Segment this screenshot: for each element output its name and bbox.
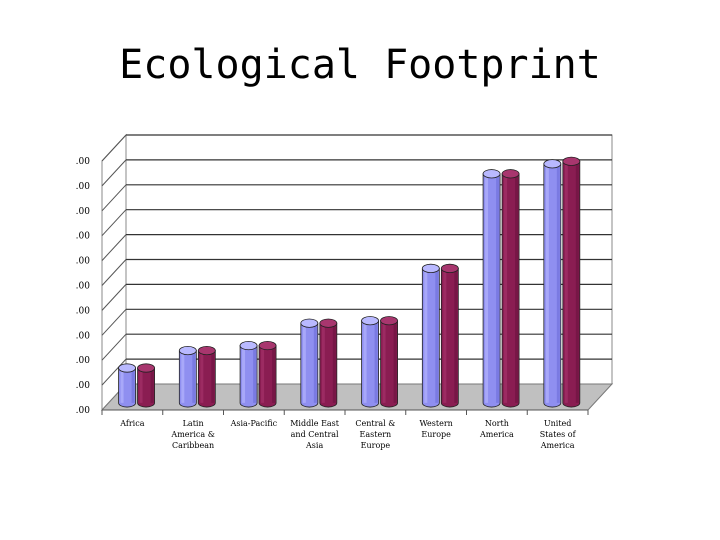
bar-cylinder-top	[258, 340, 277, 351]
bar-cylinder-top	[118, 363, 136, 373]
y-tick-label: .00	[76, 207, 91, 217]
gridline-side	[101, 209, 127, 237]
gridline-side	[101, 358, 127, 386]
x-tick-label: Caribbean	[172, 441, 214, 450]
y-tick-label: .00	[76, 282, 91, 292]
y-tick-label: .00	[76, 331, 91, 341]
bar-shadow	[435, 268, 439, 403]
bar-highlight	[545, 163, 549, 403]
x-tick-label: and Central	[291, 430, 339, 439]
bar-cylinder-top	[440, 263, 459, 273]
bar-cylinder-top	[239, 340, 258, 351]
bar-shadow	[131, 367, 135, 403]
bar-highlight	[485, 173, 489, 403]
bar-highlight	[242, 345, 246, 403]
y-tick-label: .00	[76, 157, 91, 167]
y-tick-label: .00	[76, 406, 91, 416]
bar-shadow	[515, 173, 519, 403]
bar-highlight	[261, 345, 265, 403]
x-tick-label: America	[479, 430, 514, 439]
bar-highlight	[139, 367, 143, 403]
x-tick-label: Asia-Pacific	[230, 419, 278, 428]
bar-highlight	[363, 320, 367, 403]
bar-cylinder-top	[421, 263, 440, 273]
bar-highlight	[564, 161, 568, 403]
bar-cylinder-top	[482, 169, 501, 179]
gridline-side	[101, 134, 127, 162]
x-tick-label: Latin	[183, 419, 204, 428]
gridline-side	[101, 284, 127, 311]
bar-cylinder-top	[501, 169, 520, 179]
y-tick-label: .00	[76, 356, 91, 366]
gridline-side	[101, 234, 127, 261]
bar-cylinder-top	[300, 318, 319, 328]
x-tick-label: Western	[419, 419, 452, 428]
y-tick-label: .00	[76, 306, 91, 316]
bar-cylinder-top	[137, 363, 155, 373]
bar-cylinder-top	[361, 316, 379, 326]
x-tick-label: Central &	[355, 419, 395, 428]
x-tick-label: America	[540, 441, 575, 450]
bar-cylinder-top	[562, 156, 581, 166]
gridline-side	[101, 184, 127, 212]
y-tick-label: .00	[76, 182, 91, 192]
gridline-side	[101, 159, 127, 187]
y-tick-label: .00	[76, 257, 91, 267]
x-tick-label: Europe	[421, 430, 451, 439]
x-tick-label: North	[485, 419, 509, 428]
bar-highlight	[200, 350, 204, 403]
x-tick-label: United	[544, 419, 572, 428]
bar-shadow	[393, 320, 397, 403]
bar-cylinder-top	[197, 345, 216, 356]
x-tick-label: Africa	[119, 419, 144, 428]
bar-shadow	[496, 173, 500, 403]
x-tick-label: America &	[170, 430, 214, 439]
bar-shadow	[313, 323, 317, 403]
bar-shadow	[192, 350, 196, 403]
x-tick-label: Asia	[305, 441, 323, 450]
bar-shadow	[454, 268, 458, 403]
bar-cylinder-top	[178, 345, 197, 356]
bar-cylinder-top	[380, 316, 398, 326]
gridline-side	[101, 308, 127, 336]
gridline-side	[101, 333, 127, 361]
bar-shadow	[332, 323, 336, 403]
bar-highlight	[321, 323, 325, 403]
bar-shadow	[211, 350, 215, 403]
bar-shadow	[150, 367, 154, 403]
bar-shadow	[374, 320, 378, 403]
bar-highlight	[504, 173, 508, 403]
x-tick-label: Europe	[361, 441, 391, 450]
chart-floor	[100, 383, 614, 411]
x-tick-label: States of	[540, 430, 577, 439]
bar-highlight	[424, 268, 428, 403]
bar-shadow	[575, 161, 579, 403]
bar-highlight	[302, 323, 306, 403]
bar-shadow	[556, 163, 560, 403]
bar-highlight	[443, 268, 447, 403]
bar-cylinder-top	[543, 159, 562, 169]
bar-highlight	[181, 350, 185, 403]
bar-highlight	[120, 367, 124, 403]
bar-shadow	[272, 345, 276, 403]
slide-title: Ecological Footprint	[119, 42, 601, 88]
bar-highlight	[382, 320, 386, 403]
bar-shadow	[253, 345, 257, 403]
gridline-side	[101, 259, 127, 286]
x-tick-label: Eastern	[360, 430, 392, 439]
y-tick-label: .00	[76, 381, 91, 391]
y-tick-label: .00	[76, 232, 91, 242]
bar-cylinder-top	[319, 318, 338, 328]
x-tick-label: Middle East	[290, 419, 340, 428]
